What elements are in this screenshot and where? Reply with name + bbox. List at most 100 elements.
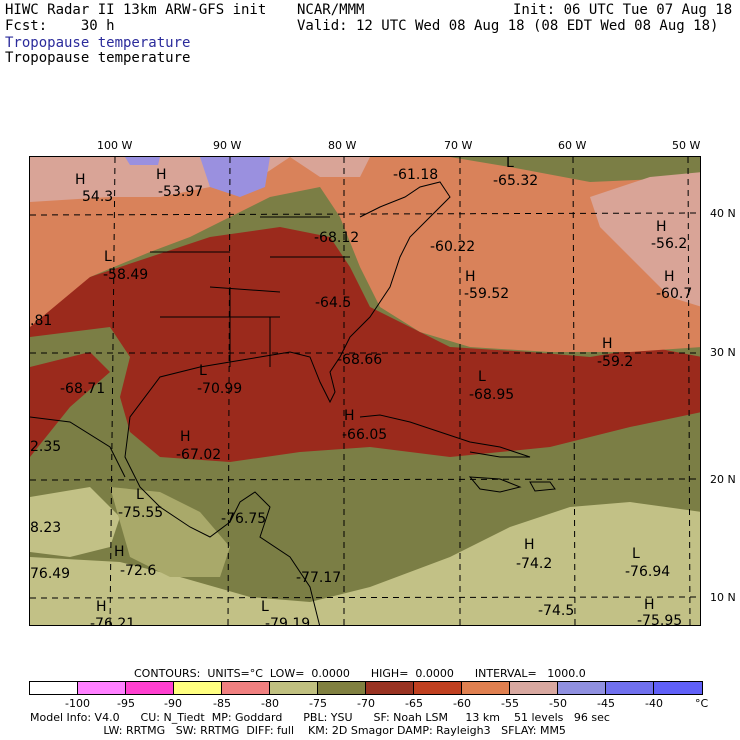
hl-value: .81 [30, 313, 52, 329]
pink-field [290, 157, 370, 177]
hl-value: -74.2 [516, 556, 552, 572]
scale-swatch [222, 682, 270, 694]
model-info-line1: Model Info: V4.0 CU: N_Tiedt MP: Goddard… [30, 711, 610, 724]
hl-letter: H [465, 269, 476, 285]
scale-swatch [606, 682, 654, 694]
hl-value: -58.49 [103, 267, 148, 283]
scale-swatch [318, 682, 366, 694]
hl-value: -79.19 [265, 616, 310, 626]
lat-label: 10 N [710, 591, 736, 604]
hl-value: -70.99 [197, 381, 242, 397]
scale-swatch [78, 682, 126, 694]
hl-value: -53.97 [158, 184, 203, 200]
hl-value: -75.55 [118, 505, 163, 521]
tropopause-temperature-map: H 54.3 H -53.97 -61.18 L -65.32 -68.12 -… [29, 156, 701, 626]
lat-label: 30 N [710, 346, 736, 359]
hl-value: -60.22 [430, 239, 475, 255]
hl-value: -68.95 [469, 387, 514, 403]
scale-tick: -45 [597, 697, 615, 710]
scale-swatch [366, 682, 414, 694]
hl-value: -61.18 [393, 167, 438, 183]
scale-tick: -55 [501, 697, 519, 710]
hl-value: -60.7 [656, 286, 692, 302]
hl-letter: L [261, 599, 269, 615]
hl-value: -76.75 [221, 511, 266, 527]
lat-label: 20 N [710, 473, 736, 486]
hl-value: -65.32 [493, 173, 538, 189]
hl-value: -64.5 [315, 295, 351, 311]
hl-letter: H [602, 336, 613, 352]
scale-swatch [510, 682, 558, 694]
hl-letter: L [632, 546, 640, 562]
coastlines [30, 181, 556, 625]
orange-field [30, 157, 700, 352]
scale-swatch [654, 682, 702, 694]
khaki-field [30, 502, 700, 625]
hl-letter: H [114, 544, 125, 560]
lon-label: 90 W [213, 139, 242, 152]
hl-letter: H [75, 172, 86, 188]
hl-value: -76.21 [90, 616, 135, 626]
contours-info: CONTOURS: UNITS=°C LOW= 0.0000 HIGH= 0.0… [134, 667, 586, 680]
scale-swatch [30, 682, 78, 694]
pressure-labels: H 54.3 H -53.97 -61.18 L -65.32 -68.12 -… [30, 157, 692, 626]
lat-label: 40 N [710, 207, 736, 220]
hl-value: -76.94 [625, 564, 670, 580]
field-title-blue: Tropopause temperature [5, 35, 191, 51]
scale-tick: -100 [65, 697, 90, 710]
hl-value: -56.2 [651, 236, 687, 252]
color-scale [29, 681, 703, 695]
hl-letter: L [104, 249, 112, 265]
hl-letter: H [644, 597, 655, 613]
scale-tick: -80 [261, 697, 279, 710]
khaki-field [30, 487, 120, 557]
lon-label: 60 W [558, 139, 587, 152]
model-info-line2: LW: RRTMG SW: RRTMG DIFF: full KM: 2D Sm… [30, 724, 566, 737]
valid-time: Valid: 12 UTC Wed 08 Aug 18 (08 EDT Wed … [297, 18, 719, 34]
hl-value: 2.35 [30, 439, 61, 455]
hl-value: -72.6 [120, 563, 156, 579]
scale-swatch [414, 682, 462, 694]
scale-tick: -60 [453, 697, 471, 710]
lon-label: 70 W [444, 139, 473, 152]
hl-value: 8.23 [30, 520, 61, 536]
org-label: NCAR/MMM [297, 2, 365, 18]
hl-value: -66.05 [342, 427, 387, 443]
graticule [30, 157, 700, 625]
scale-swatch [270, 682, 318, 694]
lavender-field [125, 157, 160, 165]
scale-tick: -95 [117, 697, 135, 710]
pink-field [590, 172, 700, 307]
hl-letter: L [136, 487, 144, 503]
scale-unit: °C [695, 697, 709, 710]
lon-label: 80 W [328, 139, 357, 152]
hl-value: -68.66 [337, 352, 382, 368]
scale-swatch [558, 682, 606, 694]
hl-value: -68.71 [60, 381, 105, 397]
hl-letter: L [478, 369, 486, 385]
scale-tick: -40 [645, 697, 663, 710]
hl-letter: H [344, 408, 355, 424]
khaki-field [110, 487, 230, 577]
scale-tick: -50 [549, 697, 567, 710]
field-title-black: Tropopause temperature [5, 50, 191, 66]
hl-value: 54.3 [82, 189, 113, 205]
hl-letter: H [656, 219, 667, 235]
forecast-hour: Fcst: 30 h [5, 18, 115, 34]
hl-value: -74.5 [538, 603, 574, 619]
hl-value: -68.12 [314, 230, 359, 246]
hl-letter: H [524, 537, 535, 553]
dark-red-field [30, 352, 110, 457]
lavender-field [200, 157, 270, 197]
scale-tick: -65 [405, 697, 423, 710]
hl-letter: H [180, 429, 191, 445]
scale-tick: -75 [309, 697, 327, 710]
hl-value: -67.02 [176, 447, 221, 463]
model-title: HIWC Radar II 13km ARW-GFS init [5, 2, 267, 18]
hl-letter: H [156, 167, 167, 183]
scale-tick: -70 [357, 697, 375, 710]
hl-letter: H [96, 599, 107, 615]
dark-red-field [30, 227, 700, 462]
scale-tick: -90 [164, 697, 182, 710]
hl-letter: L [506, 157, 514, 171]
